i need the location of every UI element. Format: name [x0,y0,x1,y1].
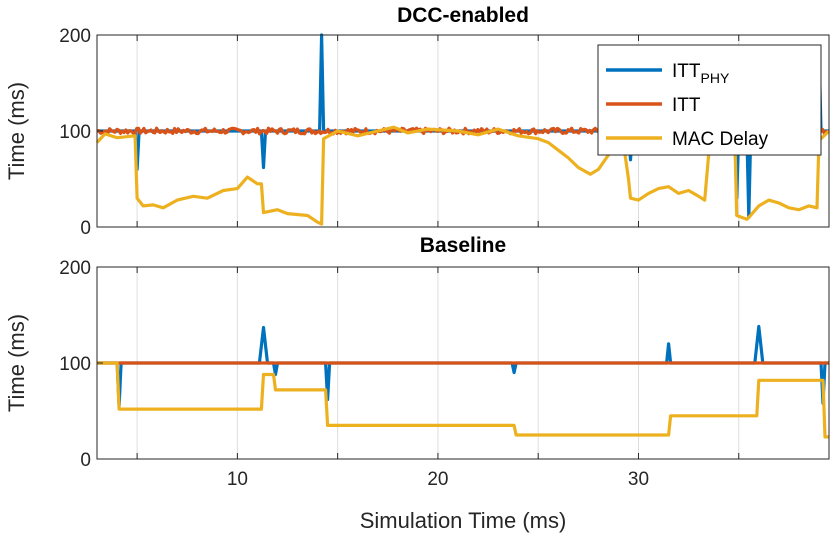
y-tick-label: 100 [59,122,91,143]
y-tick-label: 0 [80,450,91,471]
ticks: 0 100 200 10 20 30 [59,258,740,490]
series-line-0 [97,324,829,408]
series-line-2 [95,125,830,226]
panel-baseline: Baseline 0 100 200 10 20 30 Time (ms) Simulat… [4,234,830,533]
x-axis-label: Simulation Time (ms) [360,508,567,533]
y-tick-label: 200 [59,258,91,279]
legend-label: ITT [672,95,701,116]
y-tick-label: 100 [59,354,91,375]
ticks: 0 100 200 [59,26,740,239]
series-line-2 [97,361,829,439]
y-tick-label: 0 [80,218,91,239]
y-tick-label: 200 [59,26,91,47]
y-axis-label: Time (ms) [4,314,29,412]
y-axis-label: Time (ms) [4,82,29,180]
legend-label: MAC Delay [672,129,769,150]
panel-title: DCC-enabled [397,4,529,27]
x-tick-label: 20 [427,469,448,490]
x-tick-label: 30 [628,469,649,490]
x-tick-label: 10 [227,469,248,490]
series-group [97,324,829,439]
panel-title: Baseline [420,234,506,257]
